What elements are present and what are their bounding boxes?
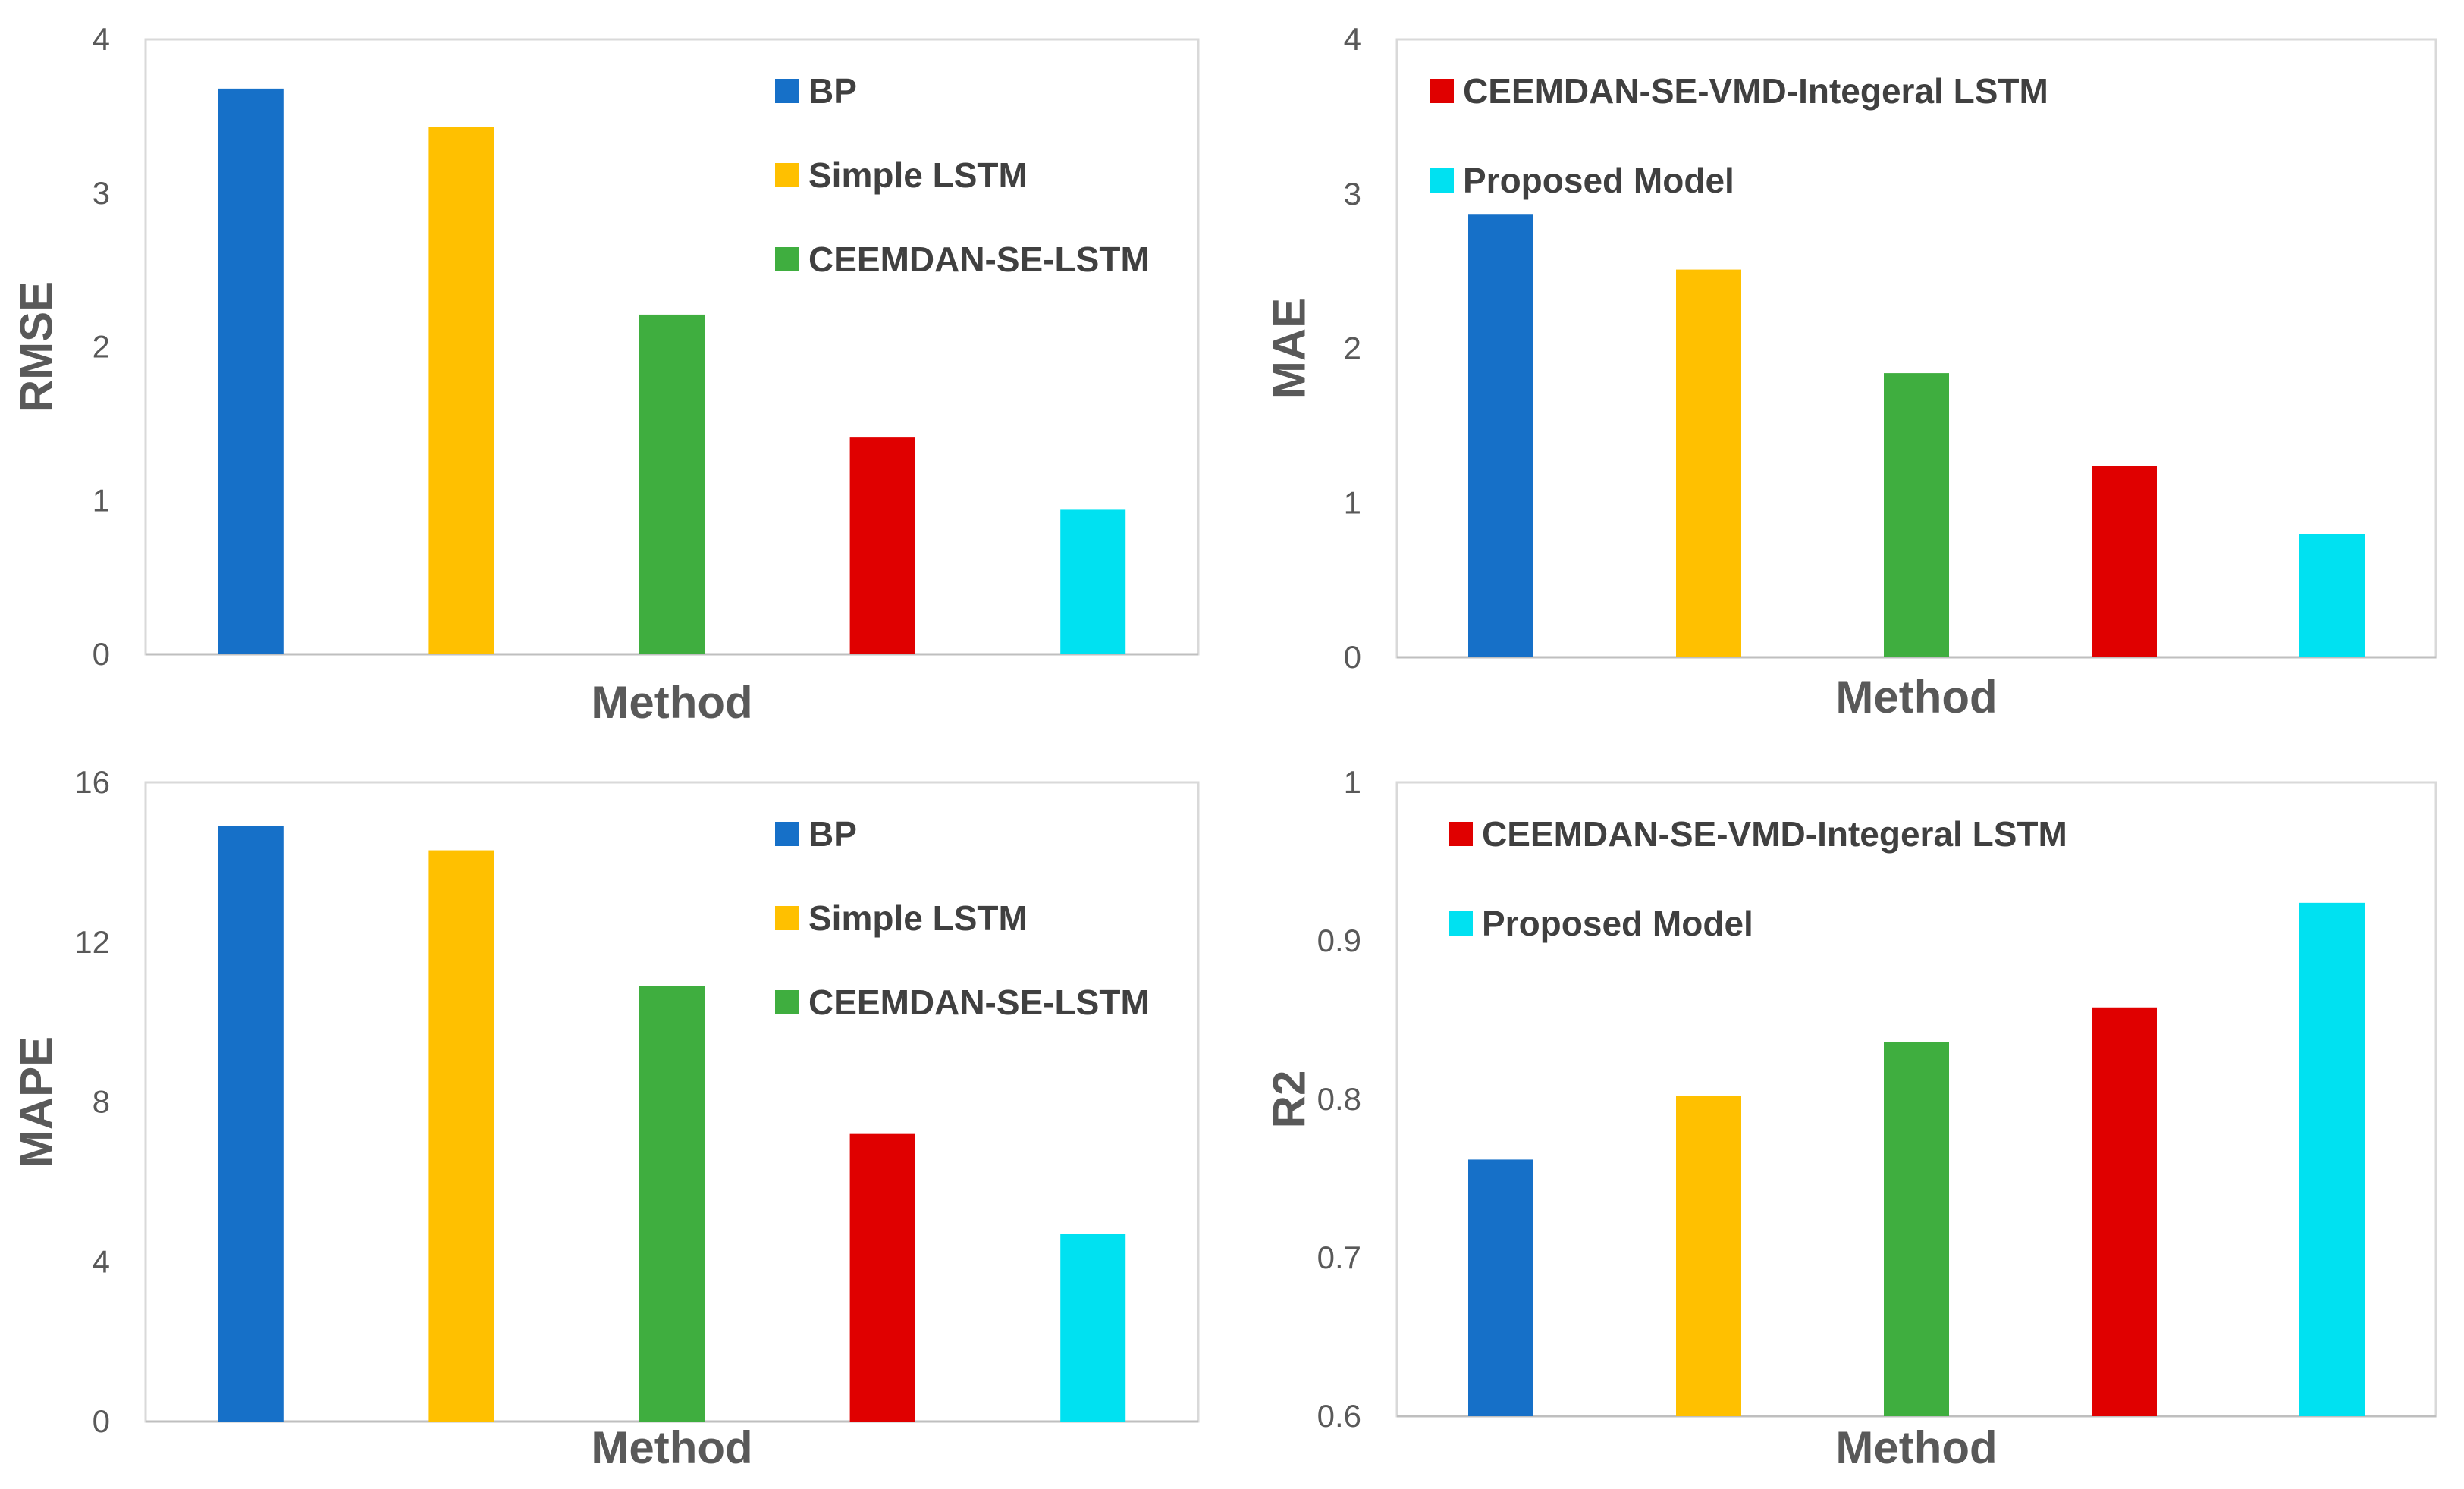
y-tick-label: 3 bbox=[1344, 176, 1361, 212]
bar-ceemdan-se-vmd-integeral-lstm bbox=[2092, 1007, 2157, 1416]
legend-label-simple-lstm: Simple LSTM bbox=[808, 898, 1028, 938]
legend-swatch-ceemdan-se-vmd-integeral-lstm bbox=[1430, 79, 1454, 103]
bar-ceemdan-se-lstm bbox=[639, 986, 705, 1422]
y-tick-label: 4 bbox=[93, 21, 110, 57]
legend-label-ceemdan-se-vmd-integeral-lstm: CEEMDAN-SE-VMD-Integeral LSTM bbox=[1463, 71, 2048, 111]
y-tick-label: 0 bbox=[1344, 639, 1361, 675]
legend-label-ceemdan-se-lstm: CEEMDAN-SE-LSTM bbox=[808, 240, 1150, 279]
legend-swatch-proposed-model bbox=[1430, 168, 1454, 193]
x-axis-title: Method bbox=[1835, 672, 1997, 723]
y-tick-label: 2 bbox=[93, 329, 110, 365]
bar-ceemdan-se-vmd-integeral-lstm bbox=[2092, 466, 2157, 657]
chart-panel-r2: 0.6 0.7 0.8 0.9 1 R2 Method CEEMDAN-SE-VMD-Inte… bbox=[1264, 764, 2437, 1473]
y-tick-label: 0.8 bbox=[1317, 1081, 1361, 1117]
x-axis-title: Method bbox=[1835, 1422, 1997, 1473]
bar-ceemdan-se-lstm bbox=[1884, 373, 1949, 657]
bar-simple-lstm bbox=[428, 127, 494, 654]
y-tick-label: 0.7 bbox=[1317, 1240, 1361, 1275]
y-tick-label: 8 bbox=[93, 1084, 110, 1120]
bar-simple-lstm bbox=[1676, 1096, 1741, 1416]
y-tick-label: 2 bbox=[1344, 331, 1361, 366]
chart-panel-mae: 0 1 2 3 4 MAE Method CEEMDAN-SE-VMD-Integeral L… bbox=[1264, 21, 2437, 723]
bar-bp bbox=[1468, 214, 1533, 657]
legend-swatch-bp bbox=[775, 822, 799, 846]
legend-swatch-bp bbox=[775, 79, 799, 103]
bar-ceemdan-se-vmd-integeral-lstm bbox=[849, 437, 915, 654]
legend: CEEMDAN-SE-VMD-Integeral LSTM Proposed Mo… bbox=[1430, 71, 2048, 200]
bar-bp bbox=[218, 88, 284, 654]
y-tick-label: 0 bbox=[93, 636, 110, 672]
legend-swatch-ceemdan-se-lstm bbox=[775, 247, 799, 271]
y-tick-label: 0 bbox=[93, 1403, 110, 1439]
legend-swatch-simple-lstm bbox=[775, 906, 799, 930]
legend-label-proposed-model: Proposed Model bbox=[1463, 161, 1734, 200]
legend-label-ceemdan-se-vmd-integeral-lstm: CEEMDAN-SE-VMD-Integeral LSTM bbox=[1482, 814, 2067, 854]
x-axis-title: Method bbox=[591, 677, 752, 728]
legend-label-proposed-model: Proposed Model bbox=[1482, 904, 1753, 943]
legend-swatch-proposed-model bbox=[1449, 911, 1473, 936]
y-tick-label: 16 bbox=[74, 764, 110, 800]
y-tick-label: 1 bbox=[1344, 764, 1361, 800]
chart-panel-mape: 0 4 8 12 16 MAPE Method BP Simple LSTM CEEMDAN-SE… bbox=[11, 764, 1200, 1473]
legend-swatch-ceemdan-se-vmd-integeral-lstm bbox=[1449, 822, 1473, 846]
bar-ceemdan-se-lstm bbox=[639, 314, 705, 654]
y-tick-label: 4 bbox=[93, 1243, 110, 1279]
y-tick-label: 3 bbox=[93, 175, 110, 211]
y-tick-label: 1 bbox=[1344, 484, 1361, 520]
legend-swatch-simple-lstm bbox=[775, 163, 799, 187]
legend: CEEMDAN-SE-VMD-Integeral LSTM Proposed Mo… bbox=[1449, 814, 2067, 943]
bar-ceemdan-se-vmd-integeral-lstm bbox=[849, 1133, 915, 1422]
legend-swatch-ceemdan-se-lstm bbox=[775, 990, 799, 1014]
legend: BP Simple LSTM CEEMDAN-SE-LSTM bbox=[775, 71, 1150, 279]
chart-panel-rmse: 0 1 2 3 4 RMSE Method BP Simple LSTM CEEMDAN-SE-L… bbox=[11, 21, 1200, 728]
bar-proposed-model bbox=[2299, 534, 2365, 657]
legend: BP Simple LSTM CEEMDAN-SE-LSTM bbox=[775, 814, 1150, 1022]
y-tick-label: 12 bbox=[74, 924, 110, 960]
y-axis-title: RMSE bbox=[11, 281, 62, 412]
y-tick-label: 1 bbox=[93, 482, 110, 518]
bar-simple-lstm bbox=[428, 850, 494, 1422]
y-tick-label: 4 bbox=[1344, 21, 1361, 57]
x-axis-title: Method bbox=[591, 1422, 752, 1473]
y-axis-title: MAPE bbox=[11, 1036, 62, 1168]
legend-label-bp: BP bbox=[808, 71, 857, 111]
bar-simple-lstm bbox=[1676, 269, 1741, 657]
bar-ceemdan-se-lstm bbox=[1884, 1042, 1949, 1416]
legend-label-bp: BP bbox=[808, 814, 857, 854]
legend-label-ceemdan-se-lstm: CEEMDAN-SE-LSTM bbox=[808, 983, 1150, 1022]
bar-proposed-model bbox=[2299, 902, 2365, 1416]
y-axis-title: R2 bbox=[1264, 1071, 1315, 1129]
y-tick-label: 0.6 bbox=[1317, 1398, 1361, 1434]
y-tick-label: 0.9 bbox=[1317, 923, 1361, 958]
bar-bp bbox=[1468, 1159, 1533, 1416]
bar-proposed-model bbox=[1060, 1234, 1126, 1422]
legend-label-simple-lstm: Simple LSTM bbox=[808, 155, 1028, 195]
y-axis-title: MAE bbox=[1264, 298, 1315, 399]
bar-proposed-model bbox=[1060, 509, 1126, 654]
bar-bp bbox=[218, 826, 284, 1422]
